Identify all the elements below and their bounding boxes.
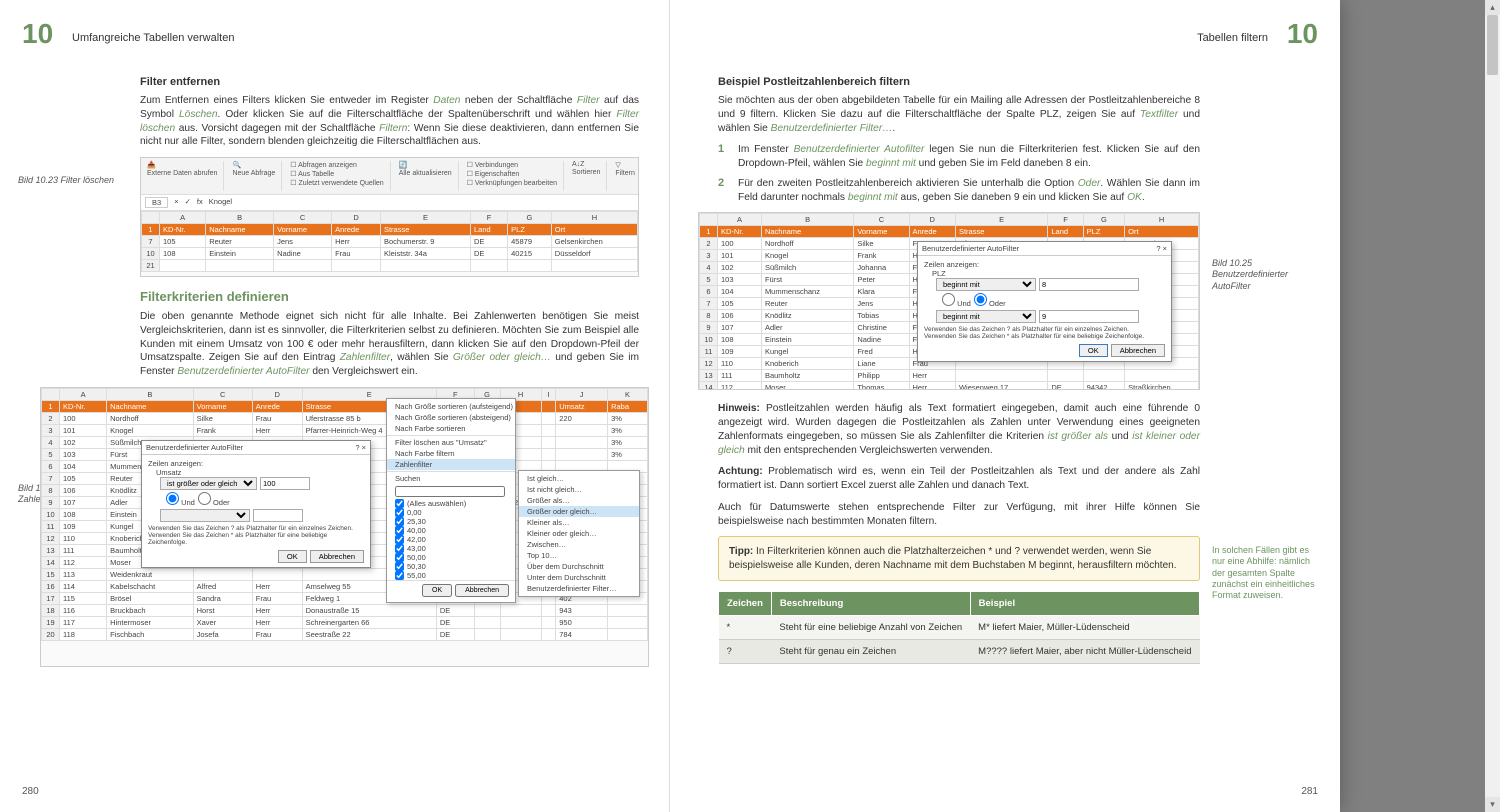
heading-criteria: Filterkriterien definieren [140,289,639,304]
number-filter-submenu[interactable]: Ist gleich…Ist nicht gleich…Größer als…G… [518,470,640,597]
excel-grid-1: ABCDEFGH 1KD-Nr.NachnameVornameAnredeStr… [141,211,638,272]
page-left: 10 Umfangreiche Tabellen verwalten Bild … [0,0,670,812]
chapter-title: Tabellen filtern [1197,32,1268,44]
scroll-up-icon[interactable]: ▴ [1485,0,1500,15]
ok-button[interactable]: OK [278,550,307,563]
heading-plz: Beispiel Postleitzahlenbereich filtern [718,76,1200,88]
chapter-number: 10 [22,18,53,50]
filter-menu[interactable]: Nach Größe sortieren (aufsteigend)Nach G… [386,398,516,603]
heading-remove-filter: Filter entfernen [140,76,639,88]
para-1: Zum Entfernen eines Filters klicken Sie … [140,94,639,149]
op-select[interactable]: ist größer oder gleich [160,477,257,490]
scroll-down-icon[interactable]: ▾ [1485,797,1500,812]
screenshot-filter-loeschen: 📥Externe Daten abrufen 🔍Neue Abfrage ☐ A… [140,157,639,277]
tip-box: Tipp: In Filterkriterien können auch die… [718,536,1200,581]
caption-3: Bild 10.25 Benutzerdefinierter AutoFilte… [1212,258,1322,292]
wildcard-table: ZeichenBeschreibungBeispiel *Steht für e… [718,591,1200,664]
chapter-number: 10 [1287,18,1318,50]
page-number: 281 [1301,786,1318,797]
screenshot-zahlenfilter: ABCDEFGHIJK 1KD-Nr.NachnameVornameAnrede… [40,387,649,667]
para-2: Die oben genannte Methode eignet sich ni… [140,310,639,379]
cancel-button[interactable]: Abbrechen [1111,344,1165,357]
caption-1: Bild 10.23 Filter löschen [18,175,128,186]
autofilter-dialog-2[interactable]: Benutzerdefinierter AutoFilter? × Zeilen… [917,241,1172,362]
para-hinweis: Hinweis: Postleitzahlen werden häufig al… [718,402,1200,457]
screenshot-plz-filter: ABCDEFGH 1KD-Nr.NachnameVornameAnredeStr… [698,212,1200,390]
ordered-list: 1Im Fenster Benutzerdefinierter Autofilt… [718,143,1200,204]
page-right: 10 Tabellen filtern Bild 10.25 Benutzerd… [670,0,1340,812]
cancel-button[interactable]: Abbrechen [310,550,364,563]
excel-ribbon: 📥Externe Daten abrufen 🔍Neue Abfrage ☐ A… [141,158,638,195]
scroll-thumb[interactable] [1487,15,1498,75]
ok-button[interactable]: OK [1079,344,1108,357]
margin-tip: In solchen Fällen gibt es nur eine Abhil… [1212,545,1322,601]
chapter-title: Umfangreiche Tabellen verwalten [72,32,234,44]
para-r1: Sie möchten aus der oben abgebildeten Ta… [718,94,1200,135]
val-input[interactable] [260,477,310,490]
page-number: 280 [22,786,39,797]
para-datum: Auch für Datumswerte stehen entsprechend… [718,501,1200,529]
autofilter-dialog-1[interactable]: Benutzerdefinierter AutoFilter? × Zeilen… [141,440,371,568]
scrollbar[interactable]: ▴ ▾ [1485,0,1500,812]
para-achtung: Achtung: Problematisch wird es, wenn ein… [718,465,1200,493]
